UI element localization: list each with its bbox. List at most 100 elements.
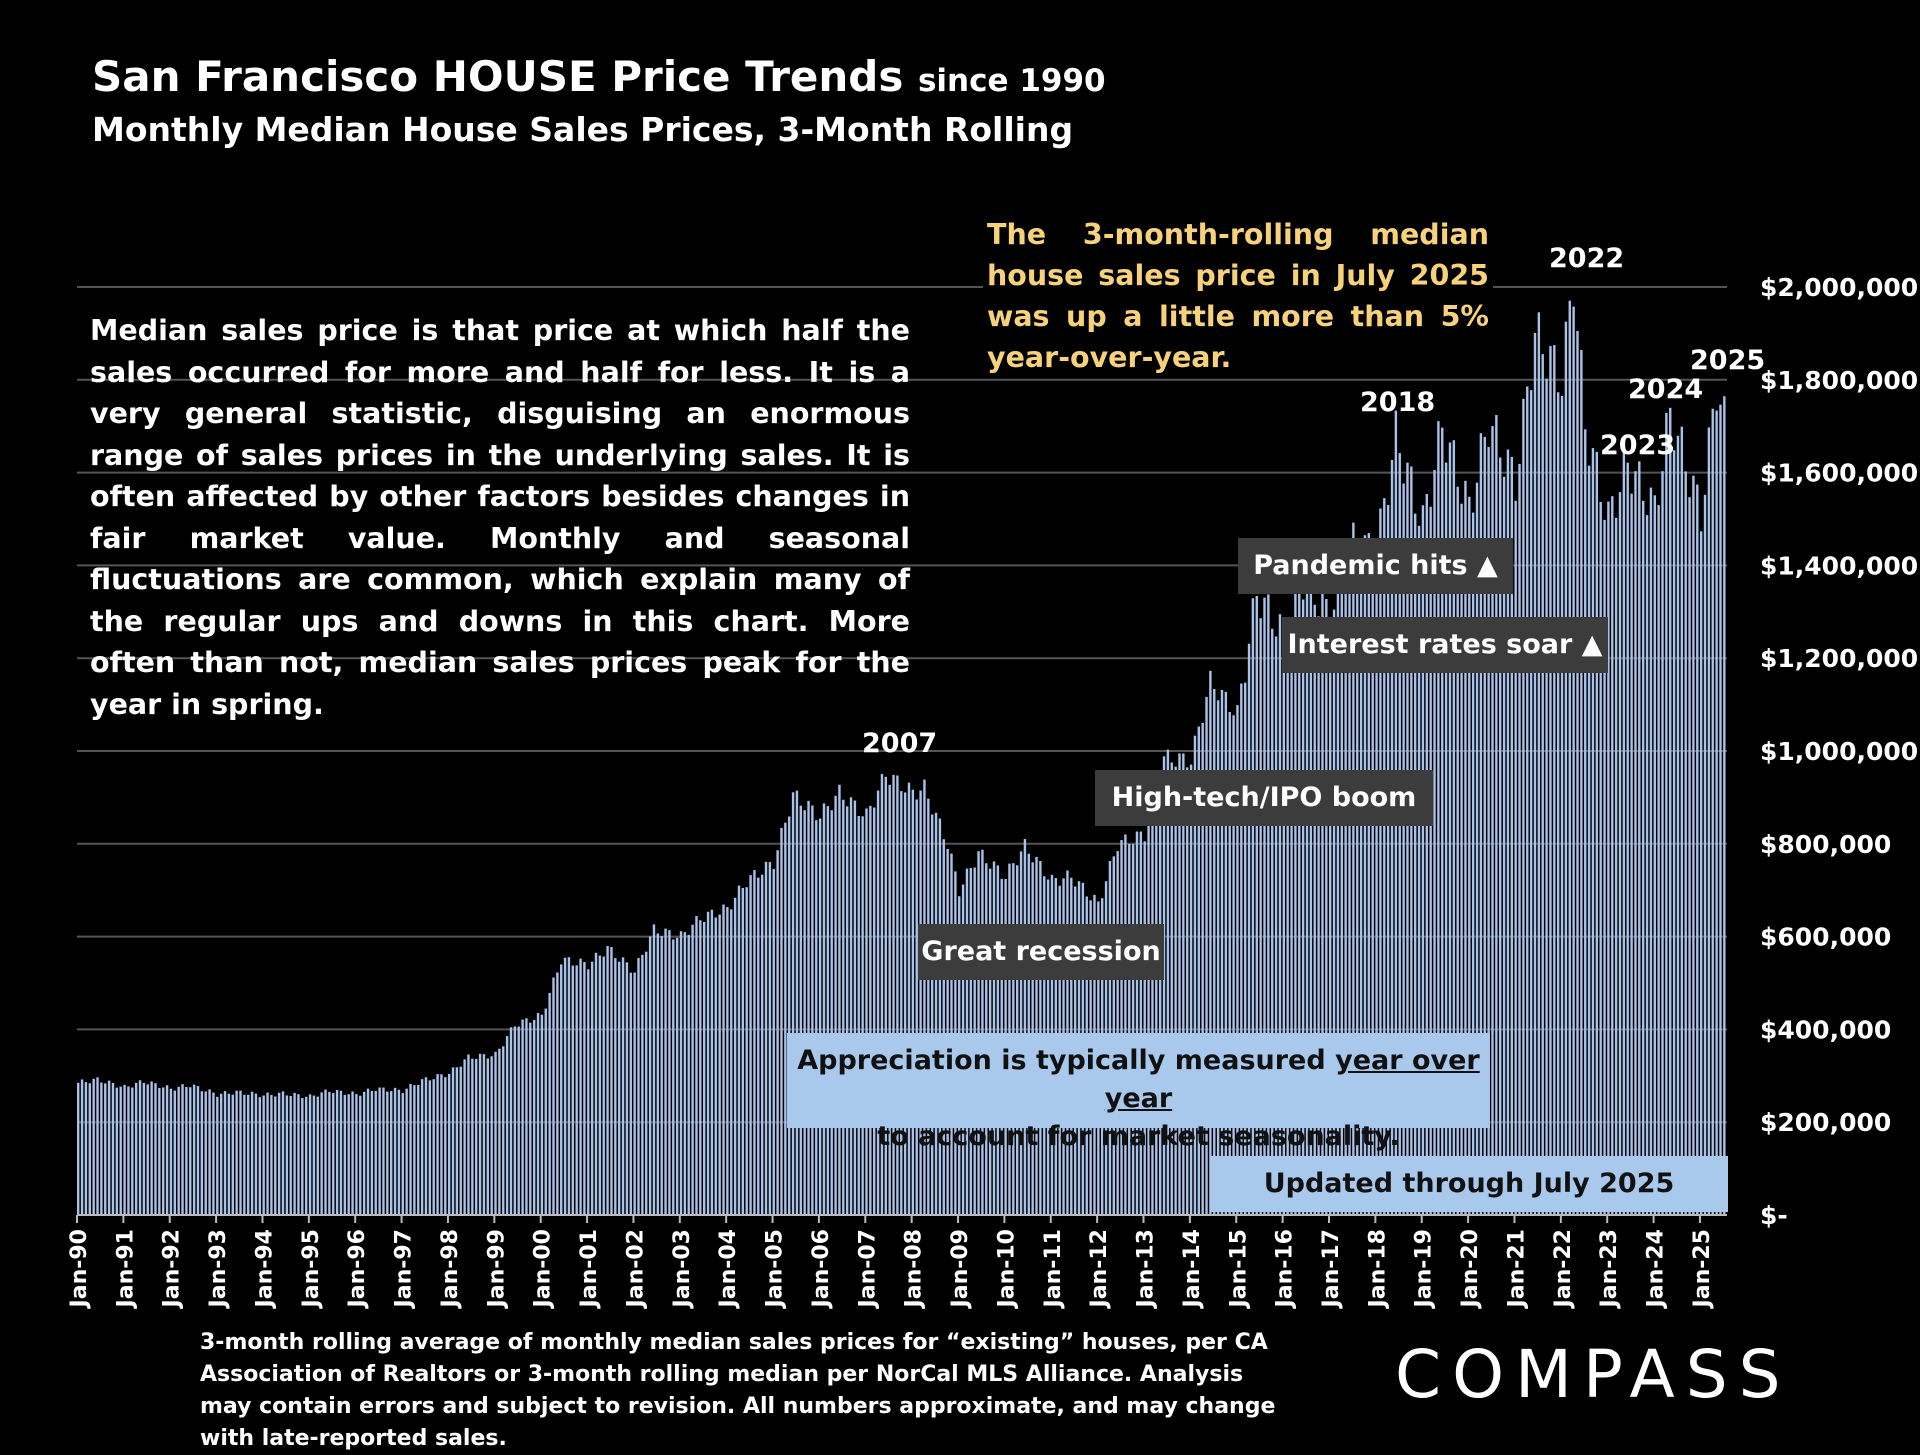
price-bar (691, 924, 694, 1215)
price-bar (760, 874, 764, 1215)
price-bar (1684, 471, 1687, 1215)
price-bar (1278, 614, 1282, 1215)
price-bar (84, 1082, 88, 1215)
price-bar (162, 1087, 165, 1215)
price-bar (146, 1084, 149, 1215)
price-bar (1317, 616, 1320, 1215)
price-bar (1414, 513, 1417, 1215)
price-bar (1711, 408, 1714, 1215)
price-bar (173, 1090, 176, 1215)
updated-badge: Updated through July 2025 (1210, 1156, 1728, 1212)
x-tick-label: Jan-24 (1644, 1229, 1669, 1309)
price-bar (1174, 766, 1177, 1215)
price-bar (722, 904, 725, 1215)
price-bar (815, 820, 818, 1215)
price-bar (181, 1084, 184, 1215)
price-bar (1580, 349, 1583, 1215)
price-bar (1452, 440, 1456, 1216)
price-bar (745, 887, 748, 1215)
price-bar (602, 956, 605, 1215)
price-bar (776, 850, 779, 1215)
price-bar (150, 1081, 153, 1215)
price-bar (1556, 392, 1560, 1215)
price-bar (521, 1019, 524, 1215)
year-label-2018: 2018 (1360, 387, 1436, 418)
price-bar (1201, 722, 1204, 1215)
price-bar (1499, 457, 1502, 1215)
price-bar (610, 947, 613, 1215)
y-tick-label: $200,000 (1760, 1108, 1891, 1137)
price-bar (710, 909, 714, 1215)
x-tick-label: Jan-09 (948, 1229, 973, 1309)
x-tick-label: Jan-96 (345, 1229, 370, 1309)
price-bar (656, 933, 660, 1215)
price-bar (1155, 787, 1158, 1215)
price-bar (471, 1058, 474, 1215)
appreciation-note: Appreciation is typically measured year … (787, 1033, 1490, 1152)
price-bar (1645, 515, 1649, 1215)
y-tick-label: $1,400,000 (1760, 551, 1918, 580)
price-bar (1487, 446, 1490, 1215)
price-bar (1591, 448, 1595, 1216)
price-bar (749, 875, 752, 1215)
price-bar (579, 958, 582, 1215)
price-bar (648, 936, 652, 1215)
price-bar (1641, 500, 1645, 1215)
price-bar (77, 1082, 80, 1215)
price-bar (629, 972, 632, 1215)
price-bar (262, 1095, 265, 1215)
interest-rates-annotation: Interest rates soar ▲ (1282, 617, 1608, 673)
x-tick-label: Jan-18 (1365, 1229, 1390, 1309)
price-bar (1611, 496, 1614, 1215)
price-bar (1510, 456, 1514, 1215)
price-bar (1526, 386, 1529, 1215)
price-bar (1638, 461, 1641, 1215)
x-tick-label: Jan-22 (1551, 1229, 1576, 1309)
price-bar (1475, 482, 1479, 1215)
price-bar (1607, 501, 1610, 1215)
price-bar (884, 776, 888, 1215)
price-bar (617, 961, 621, 1215)
price-bar (633, 972, 636, 1215)
price-bar (1367, 533, 1371, 1215)
price-bar (1406, 462, 1409, 1215)
compass-logo: COMPASS (1395, 1336, 1792, 1413)
price-bar (1468, 496, 1471, 1215)
price-bar (301, 1097, 304, 1215)
price-bar (235, 1090, 238, 1215)
price-bar (1657, 505, 1660, 1215)
price-bar (1236, 705, 1239, 1215)
price-bar (892, 774, 895, 1215)
price-bar (1514, 500, 1517, 1215)
y-tick-label: $400,000 (1760, 1015, 1891, 1044)
year-label-2025: 2025 (1690, 345, 1766, 376)
price-bar (165, 1085, 169, 1215)
price-bar (1672, 450, 1676, 1215)
price-bar (243, 1094, 246, 1215)
price-bar (1441, 427, 1444, 1215)
price-bar (475, 1058, 478, 1215)
price-bar (111, 1082, 115, 1215)
price-bar (1603, 519, 1606, 1215)
x-tick-label: Jan-92 (160, 1229, 185, 1309)
price-bar (1205, 696, 1208, 1215)
price-bar (687, 934, 690, 1215)
price-bar (239, 1090, 242, 1215)
price-bar (1332, 609, 1336, 1215)
price-bar (1263, 597, 1266, 1215)
price-bar (494, 1051, 497, 1215)
chart-title: San Francisco HOUSE Price Trends since 1… (92, 52, 1106, 101)
price-bar (517, 1026, 520, 1215)
price-bar (1379, 508, 1382, 1215)
y-tick-label: $1,600,000 (1760, 459, 1918, 488)
price-bar (675, 937, 679, 1215)
price-bar (1692, 475, 1695, 1216)
price-bar (359, 1095, 362, 1215)
price-bar (621, 957, 625, 1215)
price-bar (567, 957, 571, 1215)
price-bar (772, 869, 775, 1215)
price-bar (509, 1027, 513, 1215)
price-bar (312, 1095, 316, 1215)
price-bar (417, 1084, 420, 1215)
title-main: San Francisco HOUSE Price Trends (92, 52, 904, 101)
